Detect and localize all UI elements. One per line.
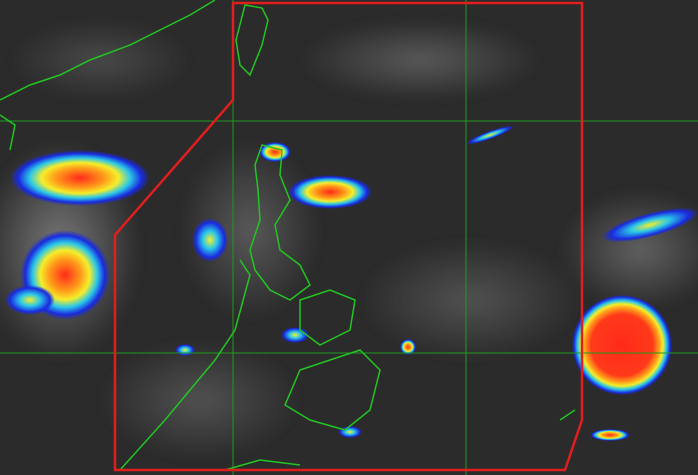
palawan-coast — [119, 259, 251, 471]
coastlines — [0, 0, 576, 471]
taiwan-coast — [235, 4, 269, 77]
borneo-coast — [224, 459, 301, 471]
china-coast — [0, 0, 216, 101]
tropical-disturbance — [572, 295, 672, 395]
hainan-coast — [0, 114, 16, 151]
mindanao-coast — [284, 349, 381, 431]
palau-coast — [559, 409, 576, 421]
convective-clouds — [5, 125, 698, 441]
cloud-haze — [0, 20, 698, 460]
luzon-coast — [249, 144, 311, 301]
visayas-coast — [299, 289, 356, 346]
area-of-responsibility-boundary — [113, 1, 584, 472]
